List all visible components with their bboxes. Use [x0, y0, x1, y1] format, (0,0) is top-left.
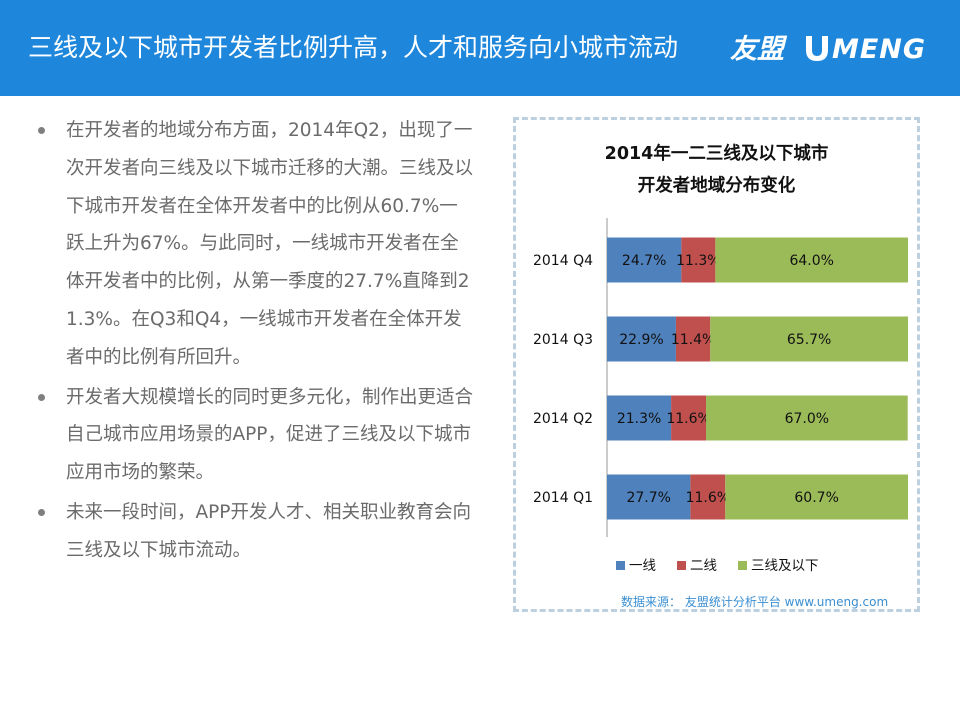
- bar-segment: [706, 395, 908, 441]
- data-label: 22.9%: [619, 332, 663, 348]
- stacked-bar-chart: 2014 Q4 24.7% 11.3% 64.0% 2014 Q3 22.9% 11.4% 6…: [533, 218, 908, 574]
- bar-segment: [671, 395, 707, 441]
- bar-segment: [607, 237, 682, 283]
- data-label: 64.0%: [789, 253, 833, 269]
- chart-title: 2014年一二三线及以下城市 开发者地域分布变化: [516, 138, 917, 202]
- data-source: 数据来源： 友盟统计分析平台 www.umeng.com: [621, 595, 889, 609]
- data-label: 11.6%: [666, 411, 710, 427]
- data-label: 24.7%: [622, 253, 666, 269]
- bullet-dot-icon: [38, 508, 45, 516]
- legend-swatch: [616, 561, 625, 570]
- bullet-text: 在开发者的地域分布方面，2014年Q2，出现了一次开发者向三线及以下城市迁移的大…: [66, 120, 474, 368]
- bullet-text: 开发者大规模增长的同时更多元化，制作出更适合自己城市应用场景的APP，促进了三线…: [66, 386, 474, 484]
- bar-segment: [690, 474, 726, 520]
- bullet-item: 开发者大规模增长的同时更多元化，制作出更适合自己城市应用场景的APP，促进了三线…: [36, 379, 476, 492]
- bullet-item: 未来一段时间，APP开发人才、相关职业教育会向三线及以下城市流动。: [36, 494, 476, 570]
- legend-label: 二线: [690, 558, 717, 574]
- bullet-text: 未来一段时间，APP开发人才、相关职业教育会向三线及以下城市流动。: [66, 501, 471, 561]
- bar-segment: [607, 395, 672, 441]
- chart-title-line-1: 2014年一二三线及以下城市: [604, 144, 829, 164]
- bar-segment: [607, 474, 691, 520]
- data-label: 11.3%: [676, 253, 720, 269]
- bar-segment: [675, 316, 711, 362]
- bar-segment: [681, 237, 716, 283]
- chart-panel: 2014年一二三线及以下城市 开发者地域分布变化 2014 Q4 24.7% 11.…: [513, 117, 920, 612]
- bullet-dot-icon: [38, 127, 45, 134]
- umeng-logo-en: MENG: [804, 30, 926, 70]
- legend-label: 三线及以下: [751, 558, 819, 574]
- data-label: 11.6%: [686, 490, 730, 506]
- data-label: 11.4%: [671, 332, 715, 348]
- category-tick-label: 2014 Q1: [533, 490, 593, 506]
- legend-swatch: [677, 561, 686, 570]
- bullet-dot-icon: [38, 393, 45, 401]
- umeng-u-icon: [806, 36, 828, 61]
- data-label: 21.3%: [617, 411, 661, 427]
- bar-segment: [710, 316, 908, 362]
- page-title: 三线及以下城市开发者比例升高，人才和服务向小城市流动: [28, 33, 679, 62]
- bullet-list: 在开发者的地域分布方面，2014年Q2，出现了一次开发者向三线及以下城市迁移的大…: [36, 112, 476, 572]
- data-label: 27.7%: [626, 490, 670, 506]
- bar-segment: [607, 316, 676, 362]
- chart-title-line-2: 开发者地域分布变化: [637, 176, 796, 196]
- category-tick-label: 2014 Q4: [533, 253, 593, 269]
- bullet-item: 在开发者的地域分布方面，2014年Q2，出现了一次开发者向三线及以下城市迁移的大…: [36, 112, 476, 377]
- bar-segment: [725, 474, 908, 520]
- category-tick-label: 2014 Q3: [533, 332, 593, 348]
- legend-label: 一线: [629, 558, 656, 574]
- data-label: 60.7%: [794, 490, 838, 506]
- umeng-logo-text: MENG: [832, 34, 927, 65]
- category-tick-label: 2014 Q2: [533, 411, 593, 427]
- umeng-logo-cn: 友盟: [730, 34, 784, 65]
- header-bar: 三线及以下城市开发者比例升高，人才和服务向小城市流动 友盟 MENG: [0, 0, 960, 96]
- data-label: 67.0%: [785, 411, 829, 427]
- data-label: 65.7%: [787, 332, 831, 348]
- legend-swatch: [738, 561, 747, 570]
- bar-segment: [715, 237, 908, 283]
